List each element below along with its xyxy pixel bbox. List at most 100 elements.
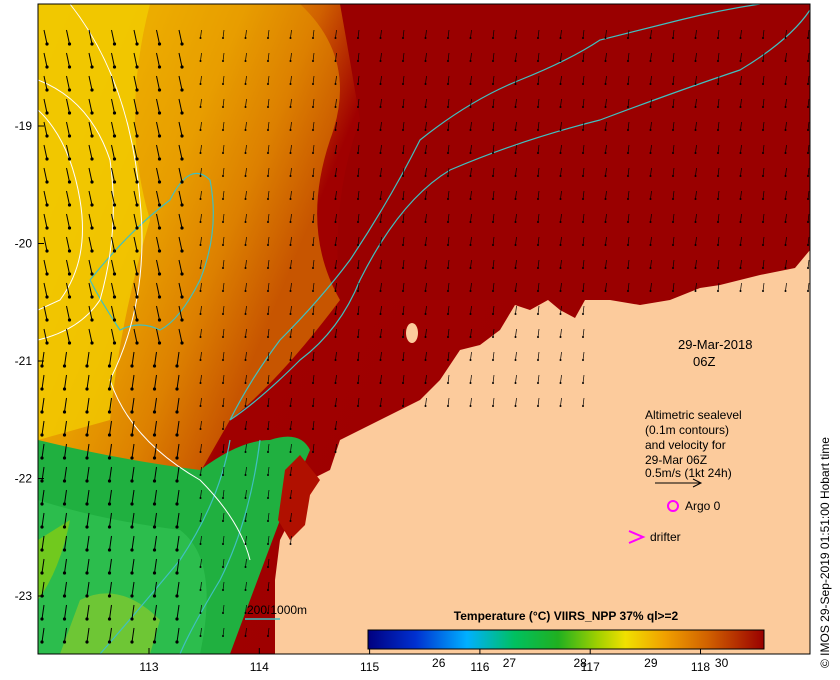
velocity-arrow (402, 351, 405, 361)
velocity-arrow (537, 328, 540, 338)
velocity-arrow (154, 489, 157, 505)
velocity-arrow (178, 259, 183, 275)
velocity-arrow (178, 121, 183, 137)
velocity-arrow (64, 351, 67, 367)
velocity-arrow-head (334, 83, 337, 85)
velocity-arrow (560, 213, 562, 223)
velocity-arrow-head (492, 290, 494, 292)
velocity-arrow (176, 512, 180, 528)
velocity-arrow-head (289, 405, 292, 407)
velocity-arrow (109, 443, 112, 459)
velocity-arrow (109, 512, 112, 528)
velocity-arrow (515, 282, 517, 292)
velocity-arrow-head (67, 42, 72, 46)
velocity-arrow-head (447, 152, 449, 154)
velocity-arrow (290, 144, 292, 154)
velocity-arrow-head (85, 571, 89, 575)
velocity-arrow (492, 144, 495, 154)
velocity-arrow (222, 190, 225, 200)
velocity-arrow-head (514, 83, 517, 85)
velocity-arrow (43, 305, 48, 321)
velocity-arrow (785, 259, 787, 269)
velocity-arrow-head (672, 106, 674, 108)
velocity-arrow (109, 627, 112, 643)
velocity-arrow-head (175, 617, 179, 621)
velocity-arrow-head (267, 612, 269, 614)
velocity-arrow-head (175, 433, 179, 437)
velocity-arrow (154, 351, 157, 367)
velocity-arrow (762, 190, 765, 200)
velocity-arrow-head (85, 364, 89, 368)
velocity-arrow-head (175, 479, 179, 483)
velocity-arrow (245, 190, 247, 200)
velocity-arrow (133, 236, 138, 252)
velocity-arrow (695, 213, 697, 223)
velocity-arrow-head (199, 336, 202, 338)
velocity-arrow (200, 374, 202, 384)
velocity-arrow (627, 52, 630, 62)
velocity-arrow-head (447, 359, 449, 361)
velocity-arrow (66, 29, 70, 45)
velocity-arrow (537, 236, 540, 246)
velocity-arrow (357, 374, 360, 384)
velocity-arrow (312, 144, 315, 154)
velocity-arrow-head (222, 290, 224, 292)
velocity-arrow-head (469, 313, 472, 315)
velocity-arrow (470, 236, 472, 246)
velocity-arrow-head (334, 37, 337, 39)
velocity-arrow (267, 121, 270, 131)
velocity-arrow-head (334, 175, 337, 177)
velocity-arrow (267, 282, 270, 292)
velocity-arrow (66, 75, 70, 91)
velocity-arrow (560, 75, 562, 85)
velocity-arrow (335, 190, 337, 200)
velocity-arrow-head (447, 267, 449, 269)
velocity-arrow (627, 236, 630, 246)
velocity-arrow-head (130, 640, 134, 644)
velocity-arrow (717, 75, 720, 85)
velocity-arrow (560, 328, 562, 338)
velocity-arrow-head (289, 129, 292, 131)
velocity-arrow (515, 259, 517, 269)
velocity-arrow (200, 190, 202, 200)
velocity-arrow-head (244, 474, 247, 476)
velocity-arrow (245, 144, 247, 154)
velocity-arrow (492, 29, 495, 39)
velocity-arrow (176, 535, 180, 551)
velocity-arrow (176, 627, 180, 643)
velocity-arrow-head (67, 295, 72, 299)
velocity-arrow-head (40, 410, 44, 414)
velocity-arrow (402, 213, 405, 223)
velocity-arrow (222, 167, 225, 177)
velocity-arrow-head (199, 244, 202, 246)
velocity-arrow (582, 397, 585, 407)
velocity-arrow (695, 167, 697, 177)
velocity-arrow-head (379, 336, 382, 338)
velocity-arrow-head (289, 336, 292, 338)
velocity-arrow-head (537, 129, 539, 131)
velocity-arrow (357, 121, 360, 131)
velocity-arrow (41, 420, 45, 436)
velocity-arrow-head (492, 37, 494, 39)
velocity-arrow (66, 305, 70, 321)
velocity-arrow-head (694, 152, 697, 154)
velocity-arrow (537, 351, 540, 361)
velocity-arrow-head (152, 617, 157, 621)
cape-peninsula (278, 455, 320, 540)
velocity-arrow-head (694, 60, 697, 62)
velocity-arrow (267, 328, 270, 338)
velocity-arrow (402, 121, 405, 131)
velocity-arrow (222, 397, 225, 407)
velocity-arrow-head (424, 290, 427, 292)
velocity-arrow-head (762, 221, 764, 223)
velocity-arrow (717, 98, 720, 108)
velocity-arrow-head (85, 433, 89, 437)
velocity-arrow (582, 328, 585, 338)
velocity-arrow (785, 144, 787, 154)
velocity-arrow-head (90, 341, 94, 345)
velocity-arrow (178, 75, 183, 91)
velocity-arrow-head (62, 433, 67, 437)
velocity-arrow-head (357, 405, 359, 407)
velocity-arrow (515, 351, 517, 361)
velocity-arrow (335, 328, 337, 338)
